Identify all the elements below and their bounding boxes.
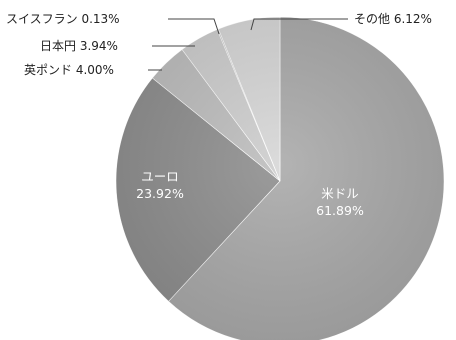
slice-name-label: ユーロ <box>141 169 179 184</box>
slice-value-label: 61.89% <box>316 203 364 218</box>
leader-line <box>250 18 348 31</box>
callout-label: スイスフラン 0.13% <box>6 12 120 26</box>
callout-label: 日本円 3.94% <box>40 39 118 53</box>
slice-name-label: 米ドル <box>321 186 359 201</box>
callout-label: その他 6.12% <box>354 12 432 26</box>
pie-labels: 米ドル 61.89% ユーロ 23.92% 英ポンド 4.00% 日本円 3.94% スイス… <box>6 12 432 218</box>
leader-line <box>168 18 220 35</box>
slice-value-label: 23.92% <box>136 186 184 201</box>
callout-label: 英ポンド 4.00% <box>24 63 114 77</box>
